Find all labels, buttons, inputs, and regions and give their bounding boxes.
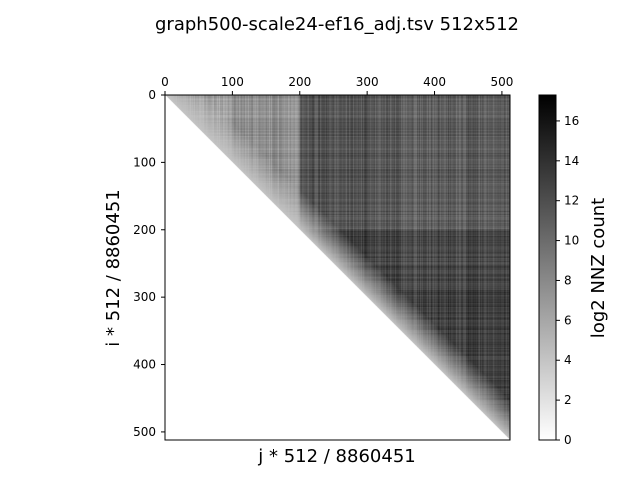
- colorbar-tick-label: 12: [564, 194, 579, 208]
- colorbar-tick-label: 8: [564, 273, 572, 287]
- y-tick-label: 500: [133, 425, 156, 439]
- heatmap-frame: [164, 94, 511, 441]
- y-tick-label: 400: [133, 358, 156, 372]
- colorbar-gradient: [538, 94, 557, 441]
- colorbar-tick-label: 4: [564, 353, 572, 367]
- x-tick-label: 300: [356, 75, 379, 89]
- heatmap-axes: 0 100 200 300 400 500 0 100 200 300 400 500: [133, 75, 513, 441]
- colorbar-tick-label: 16: [564, 114, 579, 128]
- x-axis-ticks: 0 100 200 300 400 500: [161, 75, 513, 95]
- colorbar-tick-label: 0: [564, 433, 572, 447]
- x-tick-label: 100: [221, 75, 244, 89]
- x-tick-label: 500: [490, 75, 513, 89]
- colorbar-label: log2 NNZ count: [588, 198, 609, 338]
- y-tick-label: 300: [133, 290, 156, 304]
- x-axis-label: j * 512 / 8860451: [257, 446, 415, 467]
- colorbar-tick-label: 10: [564, 234, 579, 248]
- colorbar: 0 2 4 6 8 10 12 14 16 log2 NNZ count: [538, 94, 609, 447]
- y-axis-label: i * 512 / 8860451: [103, 189, 124, 346]
- heatmap-image: [165, 95, 510, 440]
- colorbar-tick-label: 6: [564, 313, 572, 327]
- colorbar-tick-label: 2: [564, 393, 572, 407]
- y-tick-label: 200: [133, 223, 156, 237]
- y-tick-label: 100: [133, 155, 156, 169]
- x-tick-label: 400: [423, 75, 446, 89]
- x-tick-label: 200: [288, 75, 311, 89]
- y-axis-ticks: 0 100 200 300 400 500: [133, 88, 165, 439]
- colorbar-tick-label: 14: [564, 154, 579, 168]
- y-tick-label: 0: [148, 88, 156, 102]
- colorbar-ticks: 0 2 4 6 8 10 12 14 16: [556, 114, 579, 447]
- x-tick-label: 0: [161, 75, 169, 89]
- chart-title: graph500-scale24-ef16_adj.tsv 512x512: [155, 14, 519, 35]
